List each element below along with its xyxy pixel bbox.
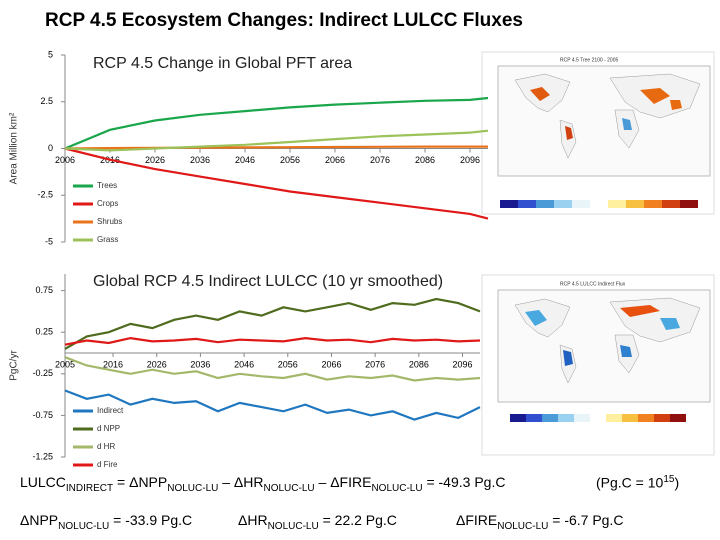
- y-tick-label: -5: [45, 236, 53, 246]
- x-tick-label: 2026: [147, 359, 167, 369]
- x-tick-label: 2056: [280, 155, 300, 165]
- map-blob: [563, 350, 573, 366]
- eq-text: = 22.2 Pg.C: [318, 512, 397, 528]
- y-tick-label: -2.5: [37, 190, 53, 200]
- eq-text: = -33.9 Pg.C: [109, 512, 193, 528]
- series-line: [64, 145, 488, 150]
- y-tick-label: -0.25: [32, 368, 53, 378]
- eq-text: ΔHR: [238, 512, 268, 528]
- x-tick-label: 2086: [409, 359, 429, 369]
- series-line: [64, 96, 489, 150]
- y-axis-label: Area Million km²: [9, 112, 20, 184]
- eq-text: ΔNPP: [20, 512, 59, 528]
- x-tick-label: 2026: [145, 155, 165, 165]
- y-tick-label: 0.25: [35, 327, 53, 337]
- eq-text: ΔFIRE: [456, 512, 498, 528]
- x-tick-label: 2066: [325, 155, 345, 165]
- map-title: RCP 4.5 LULCC Indirect Flux: [560, 281, 626, 287]
- series-line: [64, 389, 481, 421]
- legend-label: d NPP: [97, 424, 120, 433]
- x-tick-label: 2016: [103, 359, 123, 369]
- y-tick-label: -0.75: [32, 410, 53, 420]
- map-panel: RCP 4.5 LULCC Indirect Flux: [481, 274, 715, 456]
- map-blob: [620, 345, 632, 357]
- equation: ΔNPPNOLUC-LU = -33.9 Pg.C: [20, 512, 192, 532]
- eq-text: (Pg.C = 10: [596, 474, 664, 491]
- map-panel: RCP 4.5 Tree 2100 - 2005: [481, 51, 715, 215]
- colorbar: [500, 200, 698, 208]
- legend-label: Indirect: [97, 406, 124, 415]
- map-blob: [565, 126, 573, 140]
- series-line: [64, 356, 481, 382]
- y-tick-label: 0.75: [35, 285, 53, 295]
- equation: ΔHRNOLUC-LU = 22.2 Pg.C: [238, 512, 397, 532]
- x-tick-label: 2046: [235, 155, 255, 165]
- x-tick-label: 2076: [370, 155, 390, 165]
- x-tick-label: 2036: [190, 359, 210, 369]
- x-tick-label: 2096: [453, 359, 473, 369]
- series-line: [64, 147, 489, 220]
- eq-text: = ΔNPP: [113, 474, 168, 490]
- legend-label: Shrubs: [97, 217, 122, 226]
- series-line: [64, 336, 481, 346]
- equation: ΔFIRENOLUC-LU = -6.7 Pg.C: [456, 512, 623, 532]
- x-tick-label: 2056: [278, 359, 298, 369]
- legend-label: d Fire: [97, 460, 118, 469]
- map-blob: [525, 310, 547, 326]
- slide-title: RCP 4.5 Ecosystem Changes: Indirect LULC…: [45, 10, 523, 31]
- equation: LULCCINDIRECT = ΔNPPNOLUC-LU – ΔHRNOLUC-…: [20, 474, 505, 494]
- x-tick-label: 2076: [365, 359, 385, 369]
- x-tick-label: 2096: [460, 155, 480, 165]
- series-line: [64, 129, 489, 152]
- map-title: RCP 4.5 Tree 2100 - 2005: [560, 57, 618, 63]
- x-tick-label: 2036: [190, 155, 210, 165]
- eq-text: ): [674, 474, 680, 491]
- map-blob: [640, 88, 682, 110]
- eq-text: LULCC: [20, 474, 66, 490]
- y-axis-label: PgC/yr: [9, 350, 20, 381]
- eq-sub: NOLUC-LU: [267, 520, 319, 532]
- legend-label: d HR: [97, 442, 115, 451]
- eq-text: = -49.3 Pg.C: [422, 474, 506, 490]
- x-tick-label: 2066: [321, 359, 341, 369]
- y-tick-label: 2.5: [40, 96, 53, 106]
- map-blob: [530, 87, 550, 101]
- chart-title: RCP 4.5 Change in Global PFT area: [93, 55, 352, 72]
- eq-sup: 15: [663, 474, 675, 485]
- eq-sub: NOLUC-LU: [263, 482, 315, 494]
- x-tick-label: 2006: [55, 155, 75, 165]
- eq-sub: NOLUC-LU: [58, 520, 110, 532]
- eq-sub: INDIRECT: [65, 482, 114, 494]
- legend-label: Grass: [97, 235, 118, 244]
- y-tick-label: 0: [48, 143, 53, 153]
- chart-title: Global RCP 4.5 Indirect LULCC (10 yr smo…: [93, 273, 443, 290]
- map-blob: [620, 305, 660, 317]
- legend-label: Trees: [97, 181, 117, 190]
- x-tick-label: 2005: [55, 359, 75, 369]
- eq-sub: NOLUC-LU: [497, 520, 549, 532]
- eq-sub: NOLUC-LU: [371, 482, 423, 494]
- eq-text: – ΔFIRE: [314, 474, 372, 490]
- unit-note: (Pg.C = 1015): [596, 474, 679, 491]
- eq-sub: NOLUC-LU: [167, 482, 219, 494]
- eq-text: – ΔHR: [218, 474, 264, 490]
- x-tick-label: 2086: [415, 155, 435, 165]
- map-blob: [660, 318, 680, 330]
- eq-text: = -6.7 Pg.C: [548, 512, 624, 528]
- y-tick-label: 5: [48, 49, 53, 59]
- colorbar: [510, 414, 686, 422]
- series-line: [64, 297, 481, 350]
- y-tick-label: -1.25: [32, 451, 53, 461]
- map-blob: [622, 118, 632, 130]
- x-tick-label: 2046: [234, 359, 254, 369]
- legend-label: Crops: [97, 199, 118, 208]
